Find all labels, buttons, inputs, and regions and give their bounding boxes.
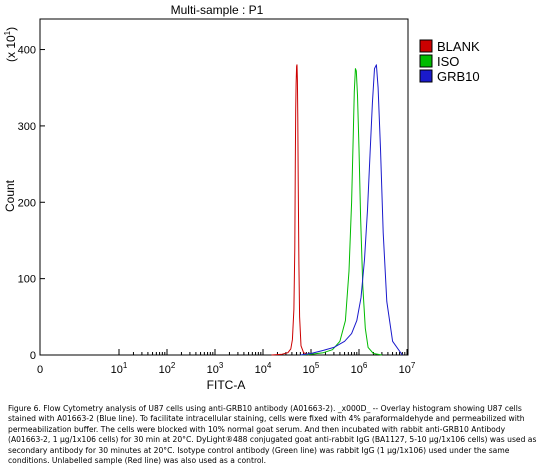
x-tick-exponent: 3	[219, 361, 224, 370]
legend-label-blank: BLANK	[437, 39, 480, 54]
x-tick-label: 0	[37, 364, 43, 376]
y-axis-label: Count	[3, 179, 17, 212]
y-tick-label: 100	[18, 274, 36, 286]
y-tick-label: 200	[18, 197, 36, 209]
y-multiplier-suffix: )	[4, 27, 18, 31]
x-axis-ticks: 0 101 102 103 104 105 106 107	[37, 349, 416, 376]
y-tick-label: 0	[30, 350, 36, 362]
x-tick-base: 10	[111, 364, 123, 376]
x-tick-exponent: 4	[267, 361, 272, 370]
x-tick-exponent: 5	[315, 361, 320, 370]
legend-swatch-blank	[419, 39, 433, 53]
series-grb10-line	[300, 64, 403, 356]
figure-caption: Figure 6. Flow Cytometry analysis of U87…	[8, 404, 537, 466]
x-axis-label: FITC-A	[207, 378, 246, 392]
series-lines	[271, 64, 403, 356]
x-tick-base: 10	[159, 364, 171, 376]
legend-label-iso: ISO	[437, 54, 459, 69]
y-axis-multiplier: (x 101)	[3, 27, 18, 62]
x-tick-exponent: 1	[123, 361, 128, 370]
x-tick-exponent: 7	[411, 361, 416, 370]
flow-cytometry-histogram: Multi-sample : P1 (x 101) Count FITC-A 0…	[3, 3, 480, 392]
plot-frame	[39, 18, 409, 356]
x-tick-base: 10	[207, 364, 219, 376]
x-tick-exponent: 6	[363, 361, 368, 370]
x-tick-base: 10	[399, 364, 411, 376]
x-tick-label: 107	[399, 361, 416, 376]
y-multiplier-prefix: (x 10	[4, 35, 18, 62]
x-tick-label: 105	[303, 361, 320, 376]
y-tick-label: 300	[18, 121, 36, 133]
series-iso-line	[300, 68, 382, 356]
x-tick-label: 103	[207, 361, 224, 376]
x-tick-base: 10	[351, 364, 363, 376]
x-tick-label: 106	[351, 361, 368, 376]
x-tick-base: 10	[255, 364, 267, 376]
legend-swatch-grb10	[419, 69, 433, 83]
legend-label-grb10: GRB10	[437, 69, 480, 84]
y-tick-label: 400	[18, 45, 36, 57]
x-tick-label: 104	[255, 361, 272, 376]
y-axis-ticks: 0 100 200 300 400	[18, 45, 45, 362]
x-tick-exponent: 2	[171, 361, 176, 370]
legend-swatch-iso	[419, 54, 433, 68]
x-tick-base: 0	[37, 364, 43, 376]
y-multiplier-exponent: 1	[3, 30, 12, 35]
x-tick-base: 10	[303, 364, 315, 376]
series-blank-line	[271, 64, 310, 356]
x-tick-label: 102	[159, 361, 176, 376]
x-tick-label: 101	[111, 361, 128, 376]
chart-title: Multi-sample : P1	[171, 3, 264, 17]
